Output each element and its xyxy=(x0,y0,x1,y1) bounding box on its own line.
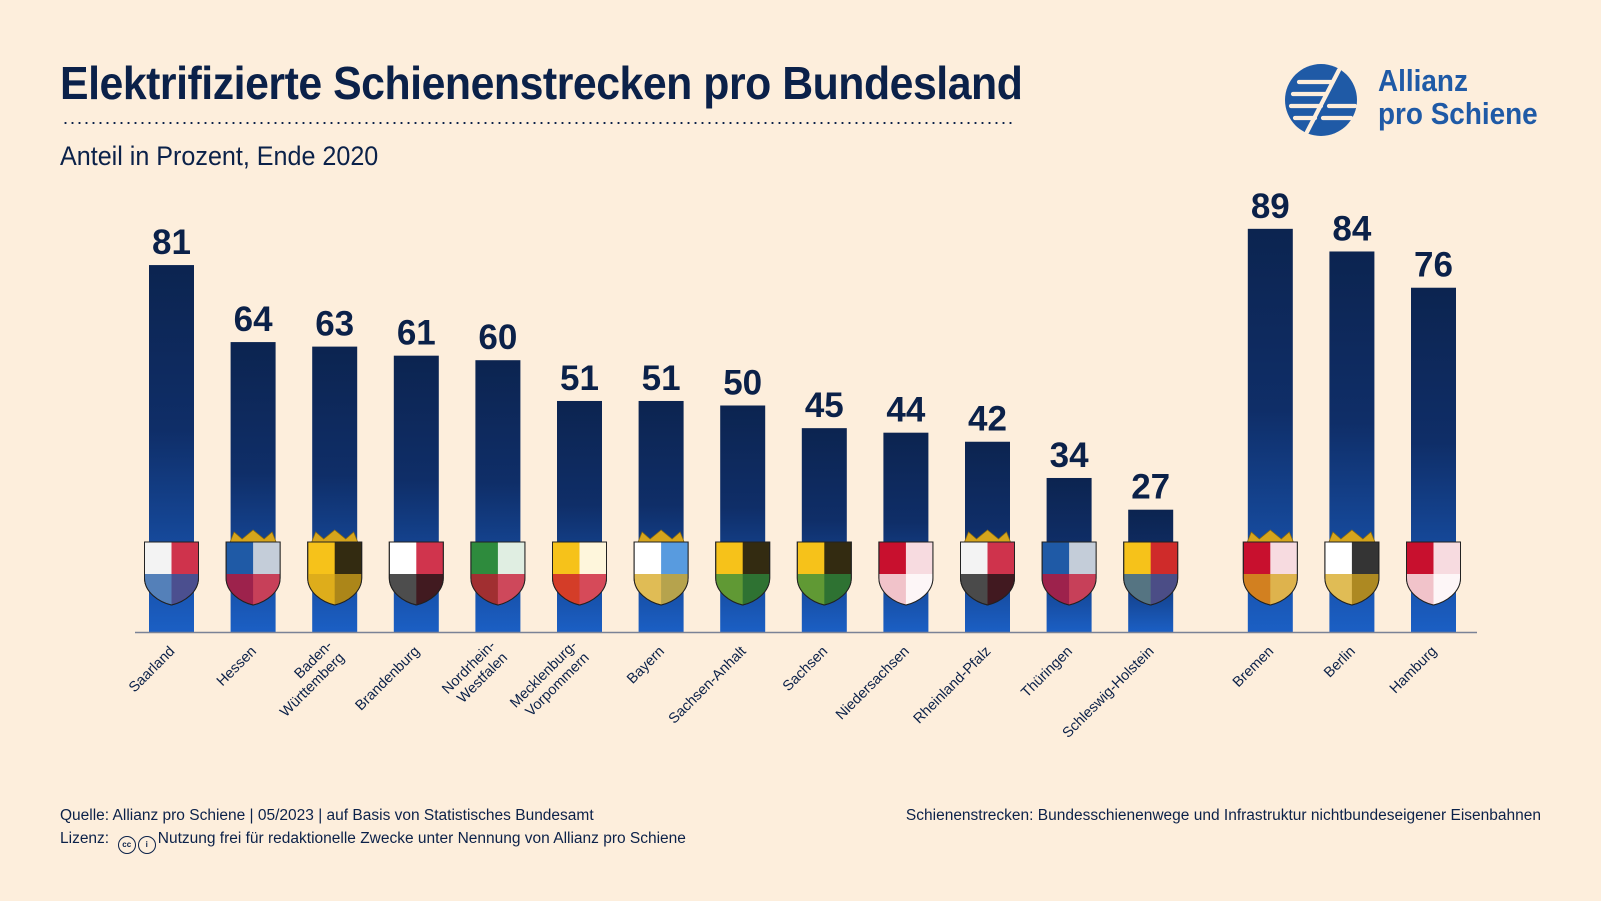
value-label: 76 xyxy=(1414,246,1453,285)
license-label: Lizenz: xyxy=(60,830,110,847)
value-label: 34 xyxy=(1050,436,1089,475)
cc-icon: cc xyxy=(117,836,136,854)
thueringen-coat-of-arms-icon xyxy=(1041,541,1097,606)
logo-text: Allianz pro Schiene xyxy=(1378,64,1538,130)
footer-note: Schienenstrecken: Bundesschienenwege und… xyxy=(905,807,1541,824)
title-divider xyxy=(62,122,1014,124)
category-label: Hamburg xyxy=(1387,644,1440,697)
value-label: 44 xyxy=(886,391,925,430)
sachsen-anhalt-coat-of-arms-icon xyxy=(715,541,771,606)
value-label: 61 xyxy=(397,314,436,353)
nordrhein-westfalen-coat-of-arms-icon xyxy=(470,541,526,606)
brandenburg-coat-of-arms-icon xyxy=(388,541,444,606)
schleswig-holstein-coat-of-arms-icon xyxy=(1123,541,1179,606)
logo-line-1: Allianz xyxy=(1378,63,1468,98)
category-label: Sachsen xyxy=(780,644,831,695)
license-row: Lizenz: cc i Nutzung frei für redaktionell… xyxy=(60,827,686,854)
value-label: 63 xyxy=(315,305,354,344)
category-label: Rheinland-Pfalz xyxy=(911,644,995,728)
hamburg-coat-of-arms-icon xyxy=(1406,541,1461,606)
category-label: Mecklenburg-Vorpommern xyxy=(507,638,593,724)
sachsen-coat-of-arms-icon xyxy=(796,541,852,606)
value-label: 42 xyxy=(968,400,1007,439)
category-label: Nordrhein-Westfalen xyxy=(439,638,511,710)
category-label: Thüringen xyxy=(1018,644,1075,701)
category-label: Baden-Württemberg xyxy=(265,638,348,721)
category-label: Bayern xyxy=(624,644,668,688)
allianz-pro-schiene-logo xyxy=(1285,64,1358,136)
value-label: 45 xyxy=(805,386,844,425)
value-label: 84 xyxy=(1332,209,1371,248)
value-label: 89 xyxy=(1251,187,1290,226)
chart-title: Elektrifizierte Schienenstrecken pro Bun… xyxy=(60,57,1023,109)
category-label: Bremen xyxy=(1230,644,1277,691)
baden-wuerttemberg-coat-of-arms-icon xyxy=(307,529,363,606)
value-label: 27 xyxy=(1131,468,1170,507)
value-label: 81 xyxy=(152,223,191,262)
hessen-coat-of-arms-icon xyxy=(225,529,281,606)
value-label: 50 xyxy=(723,364,762,403)
category-label: Brandenburg xyxy=(353,644,424,715)
footer-left: Quelle: Allianz pro Schiene | 05/2023 | … xyxy=(60,804,686,854)
chart-subtitle: Anteil in Prozent, Ende 2020 xyxy=(60,141,379,171)
value-label: 60 xyxy=(478,318,517,357)
value-label: 64 xyxy=(234,300,273,339)
category-label: Hessen xyxy=(214,644,260,690)
value-label: 51 xyxy=(642,359,681,398)
rheinland-pfalz-coat-of-arms-icon xyxy=(960,529,1015,606)
category-label: Niedersachsen xyxy=(833,644,913,724)
category-label: Sachsen-Anhalt xyxy=(666,644,750,728)
category-label: Saarland xyxy=(126,644,178,696)
logo-line-2: pro Schiene xyxy=(1378,96,1538,131)
value-label: 51 xyxy=(560,359,599,398)
niedersachsen-coat-of-arms-icon xyxy=(878,541,934,606)
bremen-coat-of-arms-icon xyxy=(1242,529,1298,606)
license-text: Nutzung frei für redaktionelle Zwecke un… xyxy=(157,830,686,847)
bayern-coat-of-arms-icon xyxy=(633,529,689,606)
category-label: Schleswig-Holstein xyxy=(1060,644,1158,742)
source-text: Quelle: Allianz pro Schiene | 05/2023 | … xyxy=(60,807,594,824)
berlin-coat-of-arms-icon xyxy=(1324,529,1380,606)
by-icon: i xyxy=(137,836,156,854)
mecklenburg-vorpommern-coat-of-arms-icon xyxy=(552,541,607,606)
category-label: Berlin xyxy=(1321,644,1359,682)
saarland-coat-of-arms-icon xyxy=(144,541,199,606)
